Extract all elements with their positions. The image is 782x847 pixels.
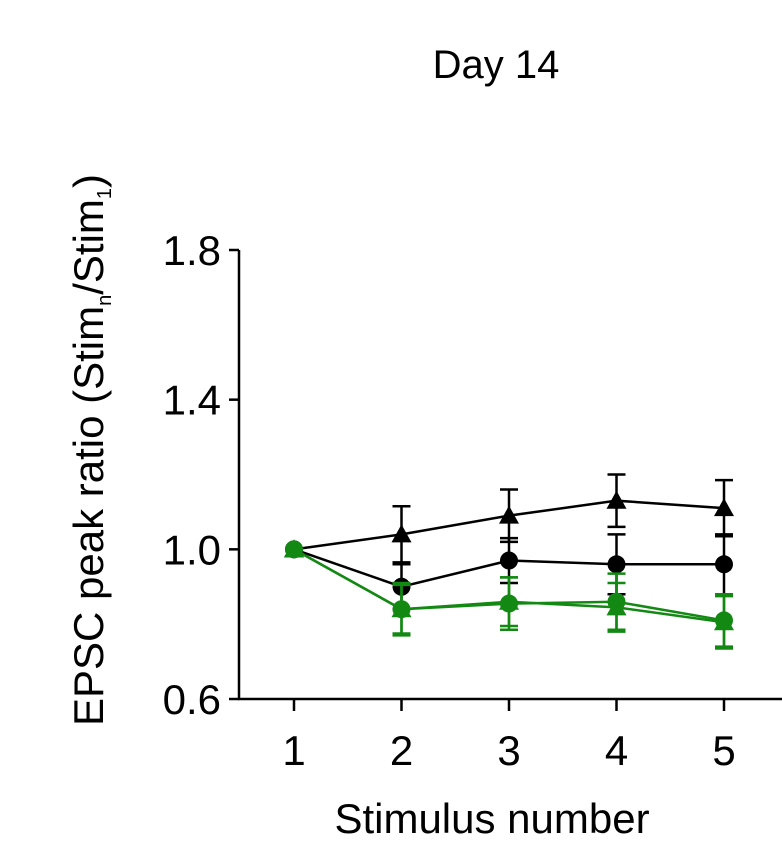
y-axis-label-mid: /Stim (65, 199, 112, 295)
data-point-circle (715, 555, 733, 574)
data-point-circle (607, 592, 626, 611)
y-axis-label: EPSC peak ratio (Stimn/Stim1) (65, 174, 116, 726)
data-point-triangle (606, 490, 627, 509)
data-point-circle (715, 611, 733, 630)
y-axis-label-prefix: EPSC peak ratio (Stim (65, 306, 112, 726)
x-tick-label: 1 (282, 727, 305, 774)
data-point-circle (285, 540, 303, 559)
data-point-circle (500, 594, 518, 613)
data-point-circle (500, 551, 518, 570)
y-tick-label: 0.6 (163, 676, 221, 723)
x-ticks: 1 2 3 4 5 (282, 699, 736, 774)
data-point-circle (392, 600, 411, 619)
data-point-triangle (499, 505, 519, 524)
data-point-circle (607, 555, 626, 574)
y-axis-label-suffix: ) (65, 174, 112, 188)
y-tick-label: 1.4 (163, 377, 221, 424)
y-axis-label-sub-n: n (94, 295, 116, 306)
x-tick-label: 3 (497, 727, 520, 774)
plot-area (284, 473, 734, 650)
y-tick-label: 1.0 (163, 526, 221, 573)
axes (237, 250, 782, 701)
data-point-triangle (714, 498, 734, 517)
y-tick-label: 1.8 (163, 227, 221, 274)
x-tick-label: 4 (605, 727, 628, 774)
y-ticks: 0.6 1.0 1.4 1.8 (163, 227, 239, 723)
x-tick-label: 2 (390, 727, 413, 774)
data-point-triangle (391, 524, 412, 543)
x-axis-label: Stimulus number (334, 795, 649, 842)
series-4 (285, 540, 733, 648)
chart-title: Day 14 (433, 43, 560, 87)
y-axis-label-sub-1: 1 (94, 188, 116, 199)
x-tick-label: 5 (712, 727, 735, 774)
